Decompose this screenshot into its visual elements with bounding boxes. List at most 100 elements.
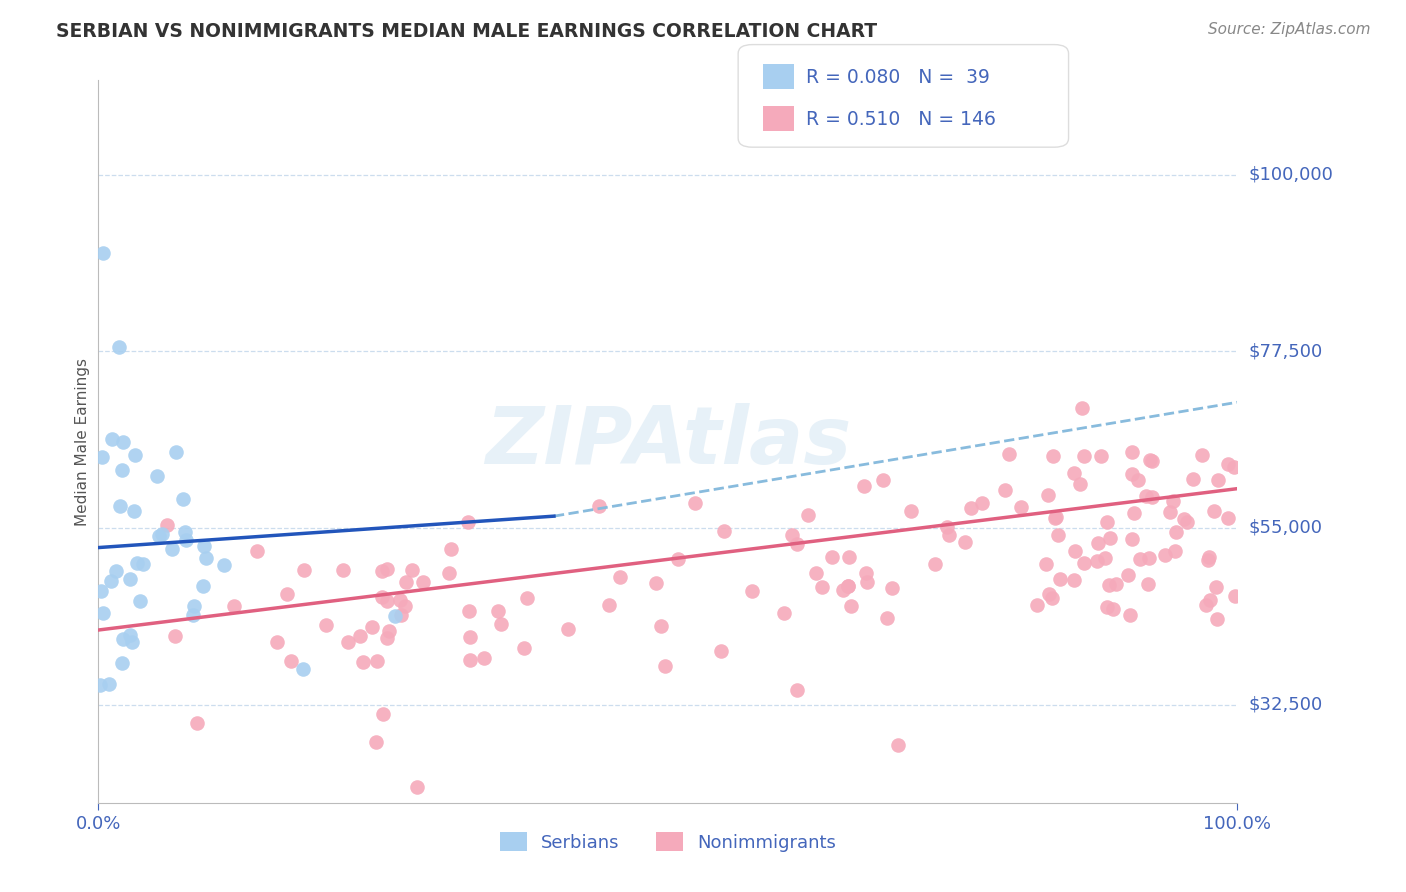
Point bbox=[458, 631, 481, 645]
Point bbox=[389, 593, 412, 607]
Point bbox=[98, 676, 121, 690]
Point bbox=[412, 574, 434, 589]
Point bbox=[796, 508, 818, 523]
Point bbox=[194, 550, 217, 565]
Point bbox=[395, 575, 418, 590]
Point bbox=[1206, 612, 1229, 626]
Point bbox=[998, 447, 1021, 461]
Point bbox=[1073, 449, 1095, 463]
Point bbox=[125, 556, 148, 570]
Point bbox=[786, 536, 808, 550]
Point bbox=[1135, 489, 1157, 503]
Point bbox=[609, 570, 631, 584]
Point bbox=[1136, 576, 1159, 591]
Point bbox=[1011, 500, 1033, 515]
Point bbox=[837, 579, 859, 593]
Point bbox=[193, 539, 215, 553]
Point bbox=[1105, 576, 1128, 591]
Point bbox=[1116, 568, 1139, 582]
Point bbox=[292, 564, 315, 578]
Point bbox=[371, 590, 394, 604]
Point bbox=[315, 618, 337, 632]
Point bbox=[831, 582, 853, 597]
Text: SERBIAN VS NONIMMIGRANTS MEDIAN MALE EARNINGS CORRELATION CHART: SERBIAN VS NONIMMIGRANTS MEDIAN MALE EAR… bbox=[56, 22, 877, 41]
Point bbox=[1070, 401, 1092, 416]
Point bbox=[352, 655, 374, 669]
Point bbox=[1042, 450, 1064, 464]
Point bbox=[129, 594, 152, 608]
Point bbox=[1063, 544, 1085, 558]
Point bbox=[872, 473, 894, 487]
Point bbox=[516, 591, 538, 605]
Point bbox=[972, 496, 994, 510]
Point bbox=[887, 738, 910, 752]
Point bbox=[512, 640, 534, 655]
Point bbox=[666, 551, 689, 566]
Point bbox=[361, 620, 384, 634]
Point bbox=[440, 542, 463, 557]
Point bbox=[994, 483, 1017, 498]
Point bbox=[900, 504, 922, 518]
Point bbox=[181, 607, 204, 622]
Point bbox=[280, 654, 302, 668]
Point bbox=[1069, 477, 1091, 491]
Point bbox=[1164, 544, 1187, 558]
Point bbox=[1197, 553, 1219, 567]
Point bbox=[1038, 587, 1060, 601]
Point bbox=[882, 581, 904, 595]
Point bbox=[165, 629, 187, 643]
Point bbox=[1098, 531, 1121, 545]
Text: R = 0.510   N = 146: R = 0.510 N = 146 bbox=[806, 110, 995, 129]
Point bbox=[1159, 505, 1181, 519]
Point bbox=[1139, 453, 1161, 467]
Point bbox=[713, 524, 735, 538]
Y-axis label: Median Male Earnings: Median Male Earnings bbox=[75, 358, 90, 525]
Point bbox=[650, 619, 672, 633]
Point bbox=[91, 246, 114, 260]
Point bbox=[173, 524, 195, 539]
Point bbox=[645, 575, 668, 590]
Point bbox=[1161, 494, 1184, 508]
Point bbox=[336, 635, 359, 649]
Point bbox=[1223, 460, 1246, 475]
Point bbox=[108, 499, 131, 513]
Point bbox=[683, 496, 706, 510]
Point bbox=[1036, 488, 1059, 502]
Point bbox=[1063, 573, 1085, 587]
Point bbox=[183, 599, 205, 613]
Point bbox=[132, 557, 155, 571]
Point bbox=[1199, 592, 1222, 607]
Point bbox=[1040, 591, 1063, 606]
Point bbox=[1223, 590, 1246, 604]
Point bbox=[100, 574, 122, 589]
Point bbox=[122, 503, 145, 517]
Point bbox=[212, 558, 235, 573]
Point bbox=[373, 706, 395, 721]
Point bbox=[1025, 599, 1047, 613]
Text: $100,000: $100,000 bbox=[1249, 166, 1333, 184]
Point bbox=[588, 500, 610, 514]
Point bbox=[384, 609, 406, 624]
Point bbox=[1090, 449, 1112, 463]
Point bbox=[401, 563, 423, 577]
Point bbox=[837, 579, 859, 593]
Point bbox=[780, 528, 803, 542]
Point bbox=[375, 593, 398, 607]
Point bbox=[105, 565, 128, 579]
Point bbox=[806, 566, 828, 580]
Point bbox=[1049, 572, 1071, 586]
Point bbox=[112, 632, 135, 646]
Point bbox=[266, 635, 288, 649]
Point bbox=[1035, 557, 1057, 571]
Point bbox=[375, 631, 398, 645]
Point bbox=[1119, 608, 1142, 623]
Point bbox=[1202, 504, 1225, 518]
Point bbox=[1097, 599, 1119, 614]
Point bbox=[1216, 510, 1239, 524]
Text: $77,500: $77,500 bbox=[1249, 343, 1323, 360]
Point bbox=[162, 542, 184, 557]
Point bbox=[111, 463, 134, 477]
Point bbox=[839, 599, 862, 614]
Point bbox=[148, 529, 170, 543]
Point bbox=[89, 678, 111, 692]
